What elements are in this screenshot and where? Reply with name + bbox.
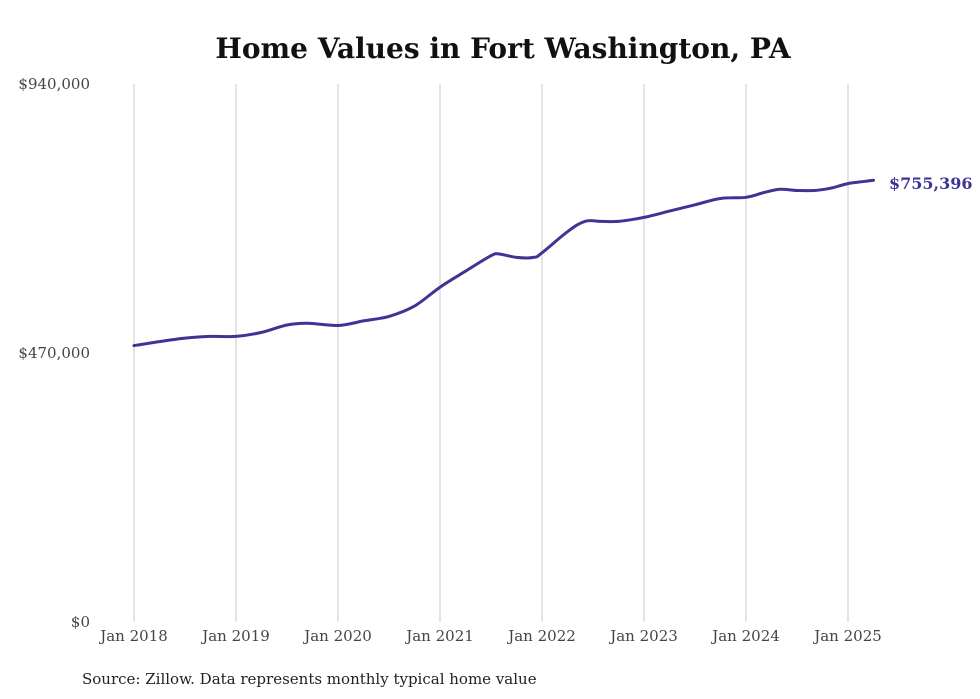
chart-title: Home Values in Fort Washington, PA [215,32,791,65]
x-tick-label: Jan 2018 [98,627,168,645]
x-tick-label: Jan 2021 [404,627,474,645]
series-layer [132,178,875,348]
x-tick-label: Jan 2025 [812,627,882,645]
x-tick-label: Jan 2023 [608,627,678,645]
y-tick-label: $940,000 [18,75,90,93]
vertical-gridlines [133,84,849,622]
source-note: Source: Zillow. Data represents monthly … [82,670,537,688]
y-tick-label: $470,000 [18,344,90,362]
x-axis-ticks: Jan 2018 Jan 2019 Jan 2020 Jan 2021 Jan 2022… [98,627,882,645]
x-tick-label: Jan 2019 [200,627,270,645]
y-tick-label: $0 [71,613,90,631]
home-value-line [132,178,875,348]
x-tick-label: Jan 2024 [710,627,780,645]
x-tick-label: Jan 2020 [302,627,372,645]
y-axis-ticks: $0 $470,000 $940,000 [18,75,90,631]
x-tick-label: Jan 2022 [506,627,576,645]
latest-value-label: $755,396 [889,174,973,193]
